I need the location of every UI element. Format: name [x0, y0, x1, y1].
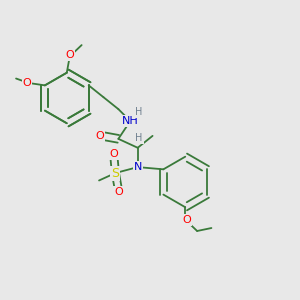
- Text: O: O: [23, 78, 32, 88]
- Text: O: O: [114, 187, 123, 197]
- Text: H: H: [136, 107, 143, 117]
- Text: O: O: [182, 215, 191, 225]
- Text: NH: NH: [122, 116, 139, 126]
- Text: N: N: [134, 162, 142, 172]
- Text: O: O: [95, 131, 104, 141]
- Text: S: S: [111, 167, 119, 179]
- Text: O: O: [110, 149, 118, 159]
- Text: H: H: [136, 133, 143, 143]
- Text: O: O: [65, 50, 74, 60]
